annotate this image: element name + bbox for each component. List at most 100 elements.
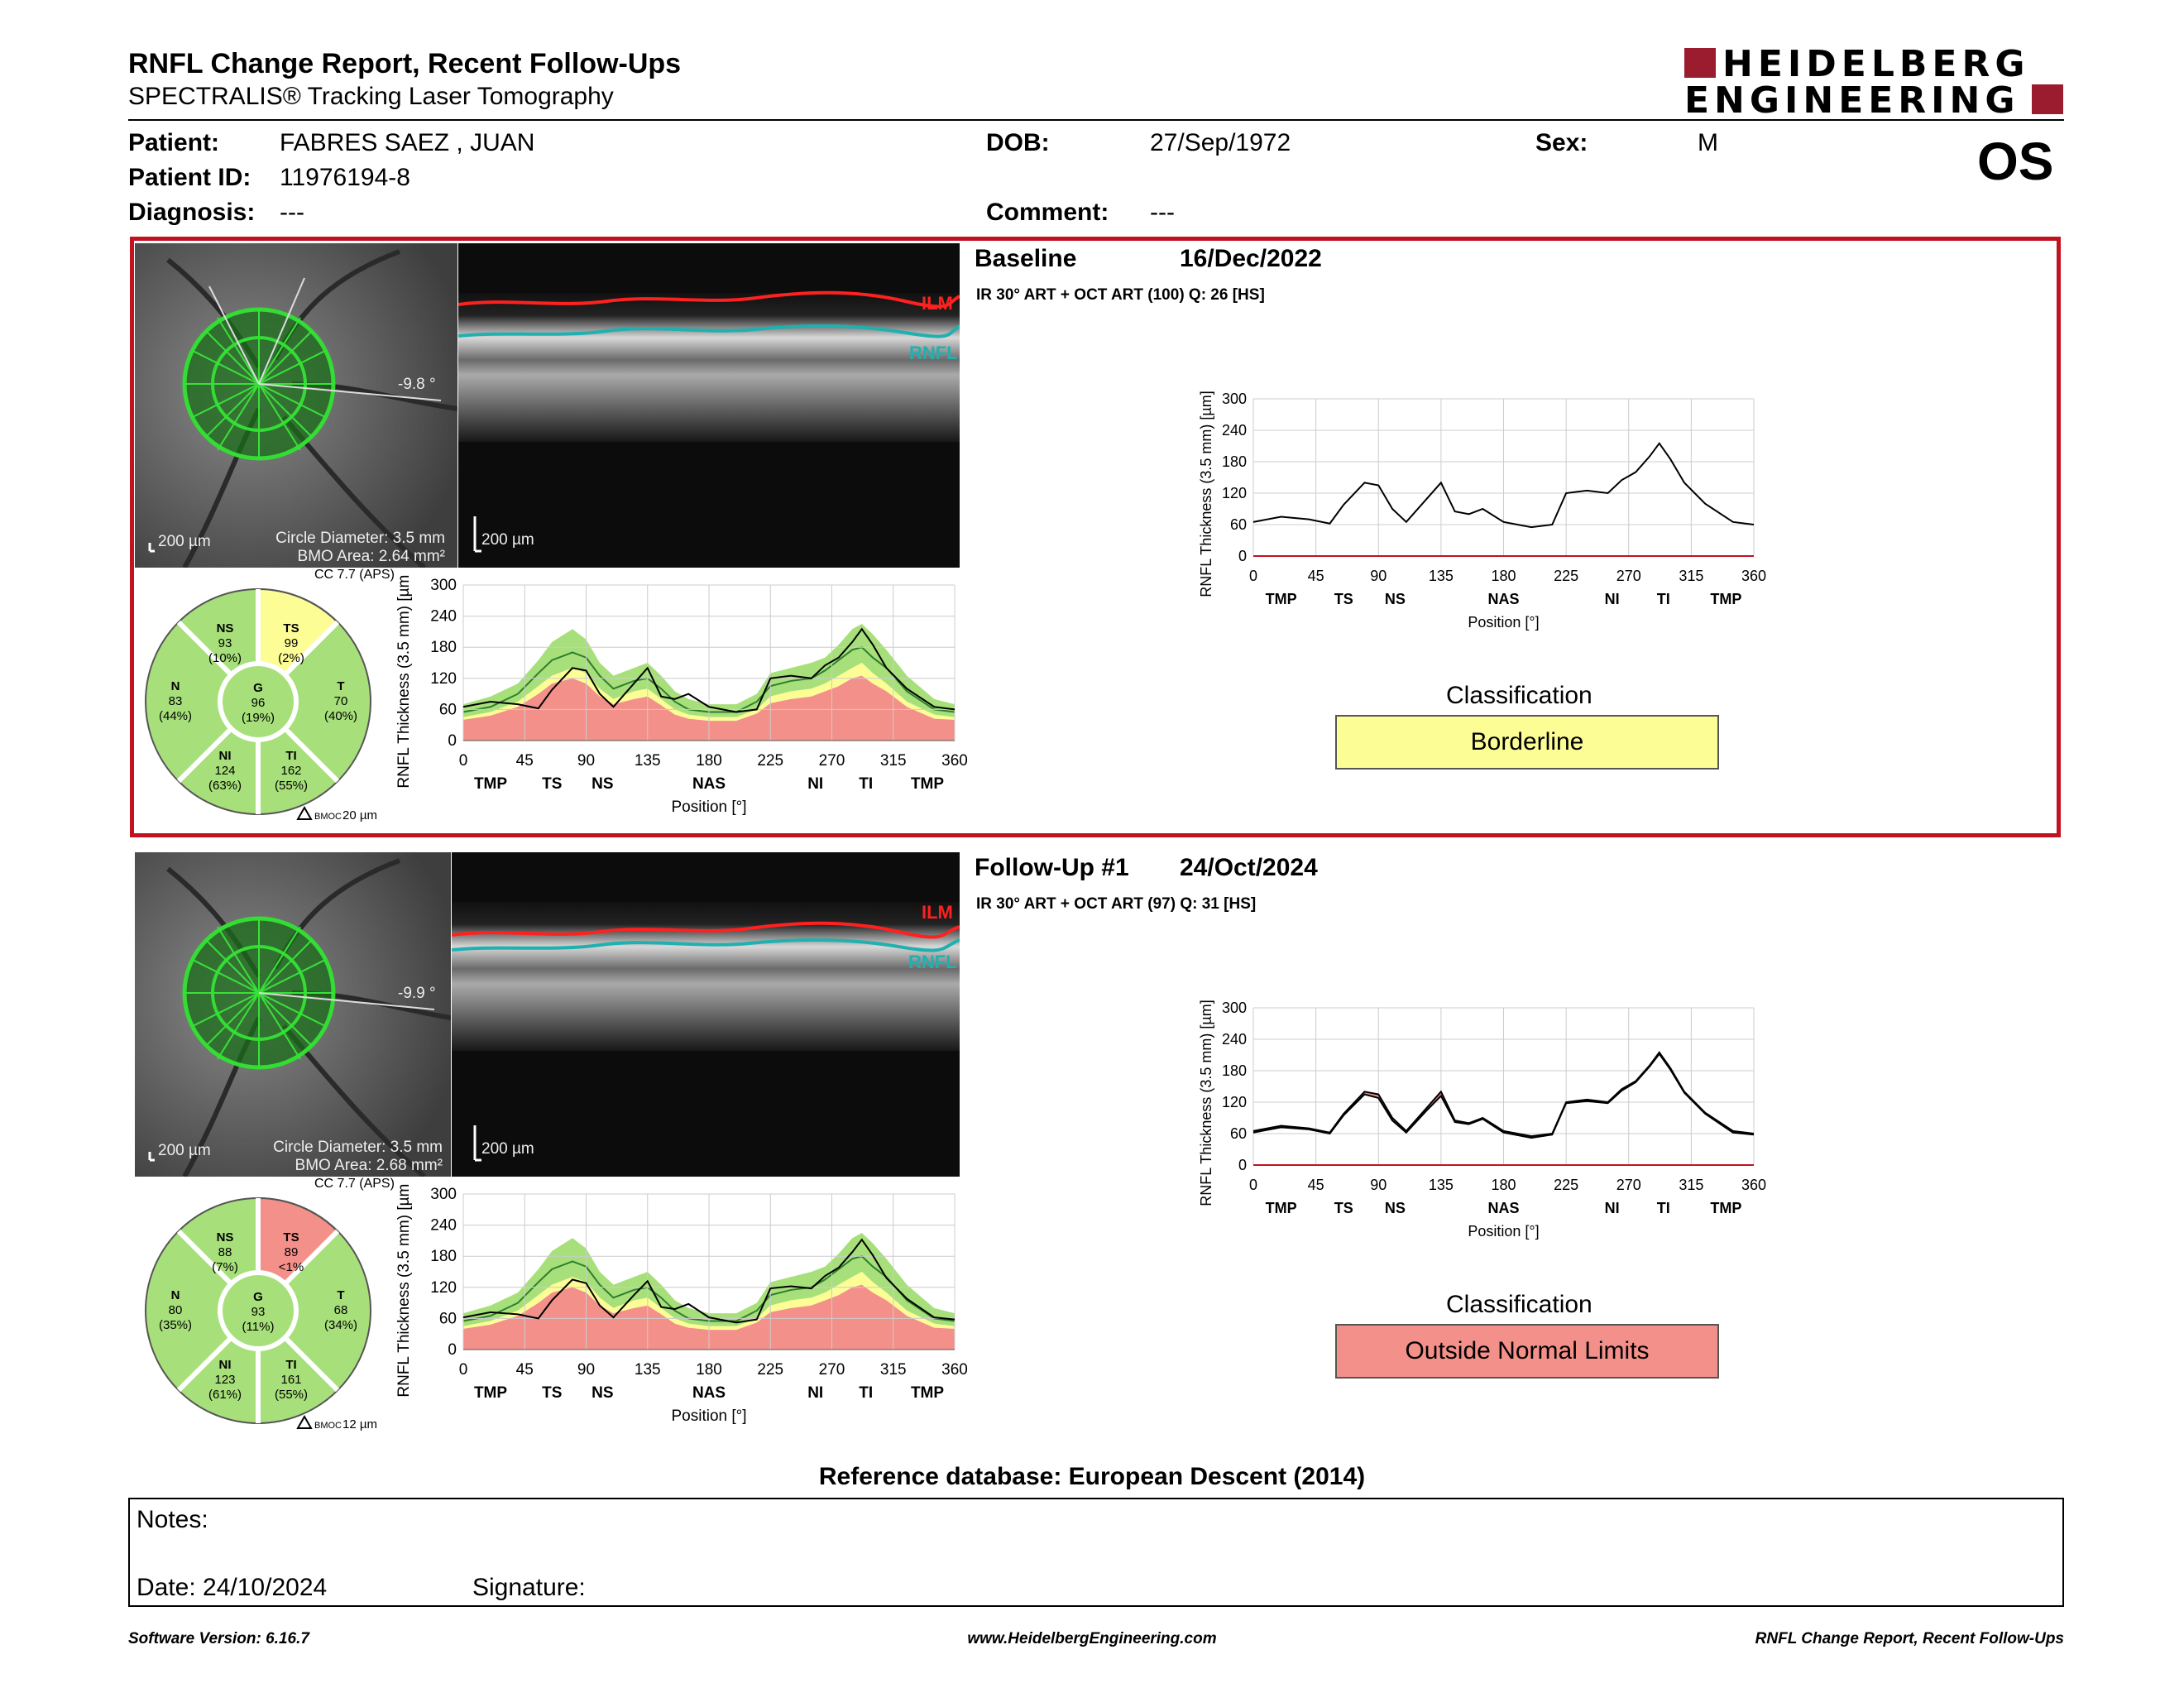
- baseline-acquisition: IR 30° ART + OCT ART (100) Q: 26 [HS]: [976, 286, 1265, 304]
- sex-label: Sex:: [1535, 129, 1588, 156]
- circle-diameter: Circle Diameter: 3.5 mm: [275, 530, 445, 547]
- ti-pct: (55%): [275, 779, 308, 793]
- sector-label: TS: [542, 1384, 562, 1402]
- y-tick-label: 180: [1222, 453, 1247, 470]
- followup-title: Follow-Up #1: [975, 854, 1129, 881]
- y-tick-label: 60: [1230, 516, 1247, 533]
- y-tick-label: 240: [1222, 1031, 1247, 1048]
- dob-label: DOB:: [986, 129, 1050, 156]
- x-tick-label: 225: [757, 752, 783, 770]
- n-value: 83: [169, 694, 183, 708]
- ti-value: 161: [280, 1373, 301, 1387]
- ts-value: 99: [285, 636, 299, 650]
- sector-label: NS: [1385, 1200, 1406, 1216]
- fundus-image-followup: -9.9 ° 200 µm Circle Diameter: 3.5 mm BM…: [135, 852, 451, 1177]
- x-axis-label: Position [°]: [671, 1407, 746, 1425]
- footer-version: Software Version: 6.16.7: [128, 1630, 309, 1647]
- n-pct: (44%): [159, 709, 192, 723]
- y-tick-label: 60: [439, 1310, 457, 1327]
- sector-label: NI: [1605, 1200, 1620, 1216]
- x-tick-label: 360: [941, 752, 968, 770]
- ts-value: 89: [285, 1245, 299, 1259]
- ni-value: 124: [214, 764, 235, 778]
- sex-value: M: [1698, 129, 1718, 156]
- x-tick-label: 270: [1616, 1177, 1641, 1193]
- x-axis-label: Position [°]: [1468, 1223, 1539, 1240]
- sector-label: NS: [1385, 591, 1406, 607]
- sector-pie-followup: NS 88 (7%) TS 89 <1% N 80 (35%) G 93 (11…: [134, 1196, 382, 1436]
- baseline-date: 16/Dec/2022: [1180, 245, 1322, 272]
- baseline-frame: [130, 237, 2061, 837]
- fundus-svg: -9.8 ° 200 µm Circle Diameter: 3.5 mm BM…: [135, 243, 457, 568]
- y-tick-label: 240: [1222, 422, 1247, 439]
- circle-diameter: Circle Diameter: 3.5 mm: [273, 1139, 443, 1156]
- rnfl-label: RNFL: [909, 343, 958, 363]
- sector-label: TMP: [911, 1384, 944, 1402]
- sector-label: NS: [592, 1384, 613, 1402]
- footer-website[interactable]: www.HeidelbergEngineering.com: [967, 1630, 1217, 1647]
- sector-label: TMP: [1710, 591, 1741, 607]
- x-tick-label: 90: [1370, 1177, 1387, 1193]
- x-tick-label: 0: [459, 752, 468, 770]
- sector-label: NAS: [1487, 591, 1519, 607]
- g-value: 93: [251, 1305, 266, 1319]
- y-tick-label: 300: [1222, 391, 1247, 407]
- bmo-area: BMO Area: 2.68 mm²: [295, 1157, 443, 1174]
- t-label: T: [337, 1288, 344, 1302]
- y-tick-label: 0: [448, 1341, 457, 1359]
- ilm-label: ILM: [922, 293, 953, 314]
- classification-title: Classification: [1446, 682, 1592, 709]
- ni-pct: (61%): [208, 1388, 242, 1402]
- x-tick-label: 360: [1741, 568, 1766, 584]
- x-tick-label: 135: [1429, 568, 1454, 584]
- logo-square-bottom: [2032, 84, 2063, 114]
- x-tick-label: 90: [577, 1361, 595, 1379]
- x-axis-label: Position [°]: [671, 798, 746, 816]
- sector-label: TMP: [474, 775, 507, 793]
- bmoc-tag: BMOC: [314, 812, 342, 822]
- ns-value: 93: [218, 636, 232, 650]
- y-tick-label: 0: [1238, 548, 1247, 564]
- followup-date: 24/Oct/2024: [1180, 854, 1318, 881]
- sector-label: TS: [542, 775, 562, 793]
- scale-label: 200 µm: [158, 1142, 211, 1159]
- followup-acquisition: IR 30° ART + OCT ART (97) Q: 31 [HS]: [976, 895, 1257, 913]
- rnfl-thickness-line: [462, 1238, 956, 1324]
- ni-value: 123: [214, 1373, 235, 1387]
- sector-label: NS: [592, 775, 613, 793]
- report-title: RNFL Change Report, Recent Follow-Ups: [128, 48, 682, 79]
- x-tick-label: 0: [1249, 568, 1257, 584]
- x-tick-label: 225: [757, 1361, 783, 1379]
- n-value: 80: [169, 1303, 183, 1317]
- patient-id-label: Patient ID:: [128, 164, 251, 191]
- g-pct: (11%): [242, 1320, 275, 1334]
- rotation-angle: -9.9 °: [398, 985, 436, 1002]
- sector-label: TMP: [1266, 591, 1297, 607]
- reference-database: Reference database: European Descent (20…: [818, 1463, 1366, 1490]
- fundus-image-baseline: -9.8 ° 200 µm Circle Diameter: 3.5 mm BM…: [135, 243, 457, 568]
- x-tick-label: 180: [1491, 1177, 1516, 1193]
- bmo-area: BMO Area: 2.64 mm²: [298, 548, 445, 565]
- rotation-angle: -9.8 °: [398, 376, 436, 393]
- ni-pct: (63%): [208, 779, 242, 793]
- patient-label: Patient:: [128, 129, 220, 156]
- y-tick-label: 300: [430, 577, 457, 594]
- n-pct: (35%): [159, 1318, 192, 1332]
- y-tick-label: 120: [1222, 1094, 1247, 1110]
- x-tick-label: 135: [635, 1361, 661, 1379]
- g-value: 96: [251, 696, 266, 710]
- x-tick-label: 45: [516, 752, 534, 770]
- sector-label: TMP: [911, 775, 944, 793]
- sector-label: NI: [1605, 591, 1620, 607]
- logo-line1: HEIDELBERG: [1722, 43, 2030, 85]
- g-label: G: [253, 681, 263, 695]
- y-tick-label: 180: [430, 639, 457, 656]
- oct-scale-label: 200 µm: [481, 1140, 534, 1158]
- x-tick-label: 315: [880, 1361, 907, 1379]
- x-tick-label: 225: [1554, 1177, 1578, 1193]
- diagnosis-value: ---: [280, 199, 304, 226]
- t-pct: (34%): [324, 1318, 357, 1332]
- sector-label: NI: [807, 1384, 823, 1402]
- notes-box: Notes: Date: 24/10/2024 Signature:: [128, 1498, 2064, 1607]
- y-tick-label: 120: [1222, 485, 1247, 501]
